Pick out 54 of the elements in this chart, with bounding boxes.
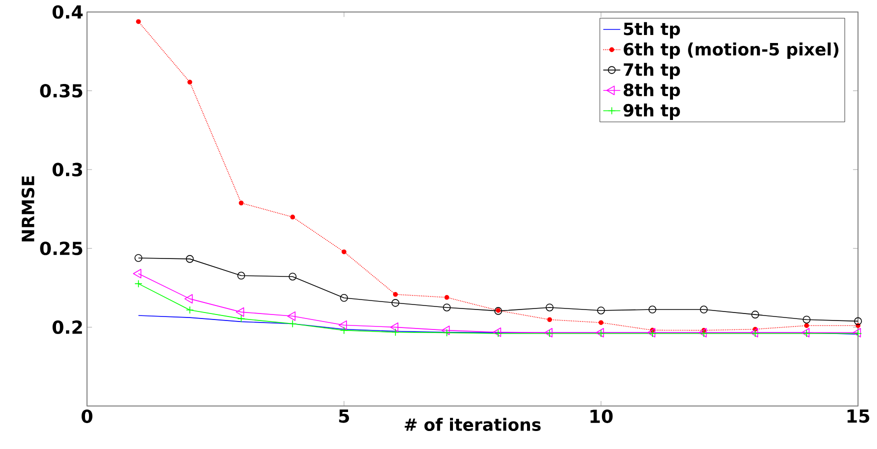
x-tick-label: 0 [82,410,92,424]
point [288,320,297,328]
point [134,280,142,288]
legend-label: 7th tp [624,62,680,80]
point [133,268,142,278]
x-tick-label: 10 [590,410,613,424]
point [237,314,246,323]
point [392,328,400,336]
point [290,214,296,220]
legend-label: 5th tp [624,22,680,39]
point [442,328,451,337]
point [441,326,450,336]
point [238,200,244,206]
point [186,306,194,314]
point [598,320,604,326]
y-axis-title: NRMSE [22,176,34,242]
point [597,306,605,314]
x-axis-title: # of iterations [404,418,541,432]
point [442,304,451,312]
point [287,311,296,321]
y-tick-label: 0.3 [52,162,82,176]
point [392,299,400,307]
point [700,306,708,314]
point [393,292,398,297]
point [342,249,346,254]
x-tick-label: 15 [848,410,870,423]
point [187,80,192,85]
y-tick-label: 0.25 [40,242,82,256]
y-tick-label: 0.35 [40,84,82,98]
point [236,307,244,317]
point [136,19,141,24]
point [288,272,297,280]
point [546,304,554,312]
legend-label: 9th tp [624,104,680,120]
legend-label: 6th tp (motion-5 pixel) [624,42,838,59]
point [134,254,142,262]
x-tick-label: 5 [339,410,350,423]
y-tick-label: 0.2 [52,320,82,334]
point [444,295,450,300]
point [340,326,348,334]
point [237,272,246,280]
point [340,294,348,302]
point [804,323,810,328]
point [184,294,193,304]
legend-label: 8th tp [624,83,680,100]
point [338,320,347,330]
point [648,306,656,314]
point [390,322,398,332]
point [186,255,194,263]
y-tick-label: 0.4 [52,5,83,19]
point [854,317,862,326]
point [802,316,811,324]
point [547,317,552,322]
point [751,310,760,318]
